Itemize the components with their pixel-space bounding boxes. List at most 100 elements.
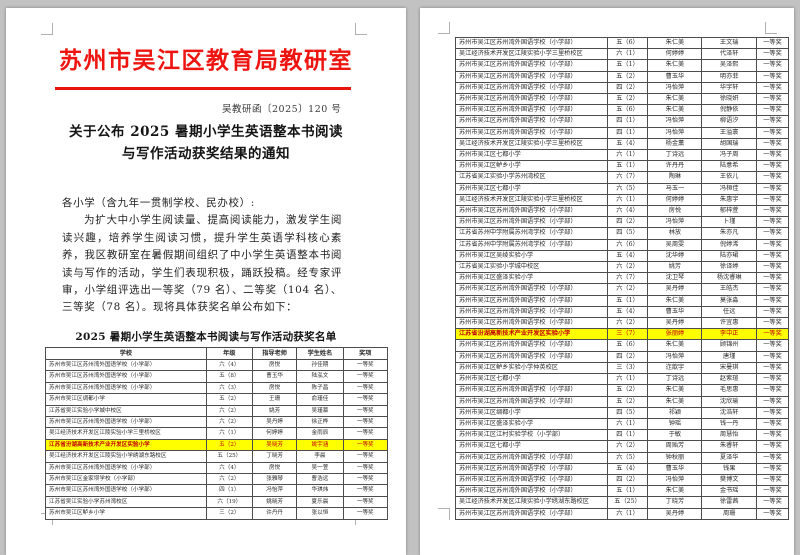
table-cell: 丁晓芳 — [647, 496, 703, 509]
table-row: 苏州市吴江区苏州湾外国语学校（小学部） 六（2） 吴丹婷 王皓杰 一等奖 — [455, 283, 789, 296]
table-row: 苏州市吴江区苏州湾外国语学校（小学部） 四（1） 冯怡萍 华琪炜 一等奖 — [45, 484, 389, 497]
table-row: 苏州市吴江区苏州湾外国语学校（小学部） 四（2） 冯怡萍 唐瑾 一等奖 — [455, 350, 789, 363]
table-cell: 陆泓文 — [296, 370, 344, 383]
table-row: 苏州市吴江区七都小学 六（1） 丁诗远 赵紫瑄 一等奖 — [455, 373, 789, 386]
table-row: 吴江经济技术开发区江陵实验小学三里桥校区 六（1） 何婷婷 代泽轩 一等奖 — [455, 48, 789, 61]
table-cell: 何婷婷 — [647, 193, 703, 207]
table-cell: 吴周雯 — [647, 238, 703, 251]
table-cell: 莫张淼 — [701, 294, 758, 307]
table-cell: 一等奖 — [756, 328, 789, 341]
table-row: 江苏省苏州中学附属苏州湾学校（小学部） 六（6） 吴周雯 倪婷浠 一等奖 — [455, 238, 789, 251]
table-cell: 六（5） — [606, 451, 649, 464]
table-cell: 钟秋丽 — [647, 451, 703, 464]
table-row: 苏州市吴江区盛泽实验小学 六（7） 沈卫琴 杨沈睿琳 一等奖 — [455, 272, 789, 285]
table-cell: 五（6） — [606, 104, 649, 117]
table-cell: 曹玉华 — [647, 462, 703, 475]
table-cell: 一等奖 — [756, 227, 789, 240]
table-cell: 六（1） — [606, 507, 649, 520]
table-cell: 一等奖 — [342, 450, 389, 463]
table-cell: 四（2） — [606, 81, 649, 95]
table-cell: 朱仁美 — [647, 384, 703, 397]
table-cell: 苏州市吴江区鲈乡小学 — [45, 507, 207, 520]
table-cell: 一等奖 — [756, 462, 789, 475]
table-cell: 五（2） — [205, 438, 253, 452]
table-row: 苏州市吴江区苏州湾外国语学校（小学部） 五（2） 曹玉华 明亦菲 一等奖 — [455, 70, 789, 83]
table-cell: 许丹丹 — [251, 507, 298, 520]
table-cell: 苏州市吴江区苏州湾外国语学校（小学部） — [45, 416, 207, 429]
table-cell: 陆意希 — [701, 160, 758, 173]
table-row: 苏州市吴江区苏州湾外国语学校（小学部） 四（1） 冯怡萍 柳语汐 一等奖 — [455, 115, 789, 128]
table-cell: 陶琳 — [647, 171, 703, 184]
table-cell: 六（4） — [205, 358, 253, 372]
table-cell: 一等奖 — [756, 451, 789, 464]
table-cell: 徐晓妍 — [701, 93, 758, 106]
table-row: 苏州市吴江区盛泽实验小学 六（1） 钟瑶 钱一丹 一等奖 — [455, 417, 789, 431]
table-cell: 四（5） — [606, 406, 649, 419]
table-cell: 三（3） — [606, 361, 649, 375]
table-cell: 四（1） — [205, 484, 253, 497]
table-cell: 六（7） — [606, 272, 649, 285]
table-cell: 六（3） — [205, 381, 253, 395]
table-cell: 六（2） — [205, 416, 253, 429]
table-cell: 苏州市吴江区金家坝学校（小学部） — [45, 473, 207, 486]
table-cell: 一等奖 — [756, 384, 789, 397]
table-cell: 六（2） — [606, 283, 649, 296]
table-cell: 朱仁美 — [647, 104, 703, 117]
table-cell: 杨沈睿琳 — [701, 272, 758, 285]
table-row: 苏州市吴江区苏州湾外国语学校（小学部） 六（2） 吴丹婷 许宜惠 一等奖 — [455, 317, 789, 330]
table-header-row: 学校 年级 指导老师 学生姓名 奖项 — [45, 347, 389, 360]
body-paragraph: 为扩大中小学生阅读量、提高阅读能力，激发学生阅读兴趣，培养学生阅读习惯，提升学生… — [62, 214, 342, 314]
table-cell: 姚晓芳 — [251, 495, 298, 509]
table-cell: 一等奖 — [756, 104, 789, 117]
column-header: 学生姓名 — [296, 347, 344, 360]
table-cell: 苏州市吴江区苏州湾外国语学校（小学部） — [455, 339, 608, 352]
table-cell: 一等奖 — [756, 339, 789, 352]
table-row: 吴江经济技术开发区江陵实验小学三里桥校区 六（1） 何婷婷 金雨辰 一等奖 — [45, 427, 389, 440]
table-row: 苏州市吴江区苏州湾外国语学校（小学部） 六（4） 房悦 孙佳期 一等奖 — [45, 358, 389, 372]
table-cell: 江苏省吴江实验小学苏州湾校区 — [455, 171, 608, 184]
table-cell: 苏州市吴江区苏州湾外国语学校（小学部） — [455, 350, 608, 363]
table-cell: 宋曼琪 — [701, 361, 758, 375]
table-cell: 郁梓萱 — [701, 205, 758, 218]
table-cell: 一等奖 — [756, 496, 789, 509]
table-cell: 冯子周 — [701, 149, 758, 162]
table-cell: 六（1） — [606, 193, 649, 207]
table-cell: 冯怡萍 — [647, 350, 703, 363]
table-cell: 代泽轩 — [701, 48, 758, 61]
table-cell: 一等奖 — [756, 249, 789, 263]
table-cell: 赵紫瑄 — [701, 373, 758, 386]
table-cell: 五（4） — [606, 137, 649, 151]
table-cell: 孙佳期 — [296, 358, 344, 372]
table-cell: 六（19） — [205, 495, 253, 509]
table-cell: 一等奖 — [342, 358, 389, 372]
table-cell: 六（2） — [606, 317, 649, 330]
table-cell: 四（1） — [606, 126, 649, 139]
table-cell: 苏州市吴江区苏州湾外国语学校（小学部） — [455, 395, 608, 408]
table-cell: 三（7） — [606, 328, 649, 341]
table-cell: 苏州市吴江区苏州湾外国语学校（小学部） — [455, 473, 608, 487]
table-cell: 陈子昌 — [296, 381, 344, 395]
table-row: 苏州市吴江区鲈乡实验小学仲英校区 三（3） 迮歆宇 宋曼琪 一等奖 — [455, 361, 789, 375]
table-row: 苏州市吴江区苏州湾外国语学校（小学部） 六（3） 房悦 陈子昌 一等奖 — [45, 381, 389, 395]
table-cell: 吴江经济技术开发区江陵实验小学三里桥校区 — [455, 193, 608, 207]
table-cell: 六（2） — [205, 404, 253, 418]
table-row: 苏州市吴江区苏州湾外国语学校（小学部） 五（6） 朱仁美 王文瑞 一等奖 — [455, 36, 789, 50]
table-cell: 丁晓芳 — [251, 450, 298, 463]
table-cell: 五（4） — [606, 305, 649, 319]
notice-title: 关于公布 2025 暑期小学生英语整本书阅读 与写作活动获奖结果的通知 — [6, 121, 406, 165]
table-cell: 吴一萱 — [296, 461, 344, 475]
table-cell: 一等奖 — [756, 126, 789, 139]
margin-mark-icon — [765, 22, 777, 34]
table-cell: 王珊 — [251, 393, 298, 406]
table-cell: 六（1） — [606, 149, 649, 162]
table-row: 吴江经济技术开发区江陵实验小学绣湖东路校区 五（25） 丁晓芳 徐雷茜 一等奖 — [455, 496, 789, 509]
table-cell: 钱一丹 — [701, 417, 758, 431]
table-row: 苏州市吴江区七都小学 六（5） 马玉一 冯桓佳 一等奖 — [455, 182, 789, 195]
table-cell: 金雨辰 — [296, 427, 344, 440]
table-cell: 吴江经济技术开发区江陵实验小学三里桥校区 — [455, 137, 608, 151]
highlighted-table-row: 江苏省汾湖高新技术产业开发区实验小学 五（2） 吴晓芳 姚宇涵 一等奖 — [45, 438, 389, 452]
table-row: 苏州市吴江区苏州湾外国语学校（小学部） 六（5） 钟秋丽 夏泽华 一等奖 — [455, 451, 789, 464]
table-cell: 六（6） — [606, 238, 649, 251]
column-header: 指导老师 — [251, 347, 298, 360]
table-cell: 苏州市吴江区江村实验学校（小学部） — [455, 429, 608, 442]
